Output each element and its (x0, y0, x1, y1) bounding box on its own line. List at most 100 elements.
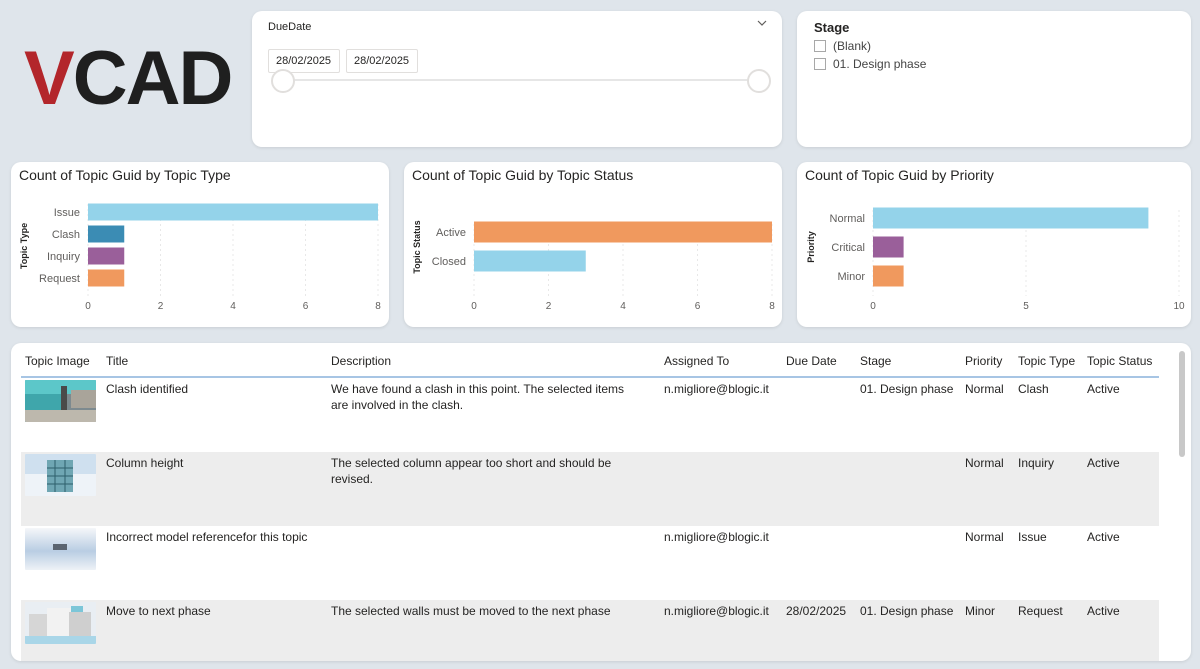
title-cell: Column height (106, 456, 184, 470)
x-tick-label: 8 (375, 301, 381, 312)
date-range-start-handle[interactable] (271, 69, 295, 93)
table-row[interactable]: Move to next phase The selected walls mu… (21, 600, 1159, 661)
stage-option-label: 01. Design phase (833, 57, 927, 71)
title-cell: Incorrect model referencefor this topic (106, 530, 308, 544)
topic-type-cell: Issue (1018, 530, 1047, 544)
topic-status-cell: Active (1087, 604, 1120, 618)
stage-slicer: Stage (Blank) 01. Design phase (797, 11, 1191, 147)
column-header-stage[interactable]: Stage (860, 354, 892, 368)
description-line: The selected walls must be moved to the … (331, 604, 611, 618)
chart-priority: Count of Topic Guid by Priority 0 5 10 Prio… (797, 162, 1191, 327)
title-cell: Clash identified (106, 382, 189, 396)
logo-v: V (24, 42, 75, 114)
category-label: Inquiry (47, 251, 81, 263)
end-date-input[interactable]: 28/02/2025 (346, 49, 418, 73)
stage-slicer-title: Stage (814, 20, 850, 35)
table-row[interactable]: Clash identified We have found a clash i… (21, 378, 1159, 452)
due-date-slicer: DueDate 28/02/2025 28/02/2025 (252, 11, 782, 147)
column-header-description[interactable]: Description (331, 354, 392, 368)
category-label: Normal (830, 213, 865, 225)
topic-status-cell: Active (1087, 530, 1120, 544)
column-header-title[interactable]: Title (106, 354, 129, 368)
table-row[interactable]: Column height The selected column appear… (21, 452, 1159, 526)
x-tick-label: 5 (1023, 301, 1029, 312)
due-date-slicer-title: DueDate (268, 21, 312, 33)
x-tick-label: 2 (546, 301, 552, 312)
topic-image-thumbnail[interactable] (25, 454, 96, 496)
bar-issue[interactable] (88, 203, 378, 221)
chart-title: Count of Topic Guid by Priority (805, 167, 994, 183)
chart-topic-type: Count of Topic Guid by Topic Type 0 2 4 6 8 T… (11, 162, 389, 327)
y-axis-title: Priority (806, 231, 816, 263)
column-header-topic-status[interactable]: Topic Status (1087, 354, 1153, 368)
x-tick-label: 6 (303, 301, 309, 312)
description-line: are involved in the clash. (331, 398, 464, 412)
topic-image-thumbnail[interactable] (25, 602, 96, 644)
header-divider (21, 376, 1159, 378)
date-range-end-handle[interactable] (747, 69, 771, 93)
vcad-logo: VCAD (24, 42, 233, 114)
stage-option-design-phase[interactable]: 01. Design phase (814, 57, 926, 71)
priority-bar-chart: 0 5 10 Priority Normal Critical Minor (806, 207, 1185, 312)
title-cell: Move to next phase (106, 604, 211, 618)
topic-type-cell: Request (1018, 604, 1063, 618)
bar-normal[interactable] (873, 207, 1149, 229)
priority-cell: Normal (965, 382, 1004, 396)
stage-option-blank[interactable]: (Blank) (814, 39, 871, 53)
y-axis-title: Topic Status (412, 220, 422, 273)
topic-status-bar-chart: 0 2 4 6 8 Topic Status Active Closed (412, 220, 775, 312)
bar-critical[interactable] (873, 236, 904, 258)
checkbox[interactable] (814, 58, 826, 70)
column-header-topic-type[interactable]: Topic Type (1018, 354, 1076, 368)
due-date-cell: 28/02/2025 (786, 604, 847, 618)
chart-title: Count of Topic Guid by Topic Status (412, 167, 634, 183)
assigned-to-cell: n.migliore@blogic.it (664, 604, 769, 618)
x-tick-label: 0 (870, 301, 876, 312)
category-label: Closed (432, 256, 466, 268)
logo-rest: CAD (73, 42, 232, 114)
description-cell: The selected column appear too short and… (331, 455, 611, 487)
column-header-due-date[interactable]: Due Date (786, 354, 837, 368)
topic-image-thumbnail[interactable] (25, 528, 96, 570)
priority-cell: Minor (965, 604, 996, 618)
description-cell: We have found a clash in this point. The… (331, 381, 624, 413)
category-label: Clash (52, 229, 80, 241)
column-header-assigned-to[interactable]: Assigned To (664, 354, 730, 368)
chevron-down-icon[interactable] (756, 17, 768, 29)
description-line: We have found a clash in this point. The… (331, 382, 625, 396)
column-header-topic-image[interactable]: Topic Image (25, 354, 90, 368)
x-tick-label: 6 (695, 301, 701, 312)
topic-status-cell: Active (1087, 382, 1120, 396)
priority-cell: Normal (965, 456, 1004, 470)
topic-image-thumbnail[interactable] (25, 380, 96, 422)
stage-cell: 01. Design phase (860, 604, 954, 618)
bar-request[interactable] (88, 269, 125, 287)
category-label: Request (39, 273, 80, 285)
topic-type-cell: Clash (1018, 382, 1049, 396)
column-header-priority[interactable]: Priority (965, 354, 1003, 368)
checkbox[interactable] (814, 40, 826, 52)
description-cell: The selected walls must be moved to the … (331, 603, 611, 619)
svg-text:VCAD: VCAD (24, 42, 231, 114)
y-axis-title: Topic Type (19, 223, 29, 269)
category-label: Issue (54, 207, 80, 219)
x-tick-label: 10 (1173, 301, 1185, 312)
bar-active[interactable] (474, 221, 772, 243)
bar-closed[interactable] (474, 250, 586, 272)
bar-minor[interactable] (873, 265, 904, 287)
assigned-to-cell: n.migliore@blogic.it (664, 382, 769, 396)
priority-cell: Normal (965, 530, 1004, 544)
date-range-track[interactable] (282, 79, 760, 81)
bar-clash[interactable] (88, 225, 125, 243)
x-tick-label: 2 (158, 301, 164, 312)
topic-type-bar-chart: 0 2 4 6 8 Topic Type Issue Clash Inquiry Request (19, 203, 381, 312)
table-scrollbar[interactable] (1179, 351, 1185, 457)
bar-inquiry[interactable] (88, 247, 125, 265)
description-line: revised. (331, 472, 374, 486)
table-row[interactable]: Incorrect model referencefor this topic … (21, 526, 1159, 600)
topic-status-cell: Active (1087, 456, 1120, 470)
topic-type-cell: Inquiry (1018, 456, 1055, 470)
category-label: Active (436, 227, 466, 239)
topics-table: Topic Image Title Description Assigned T… (11, 343, 1191, 661)
category-label: Minor (837, 271, 865, 283)
